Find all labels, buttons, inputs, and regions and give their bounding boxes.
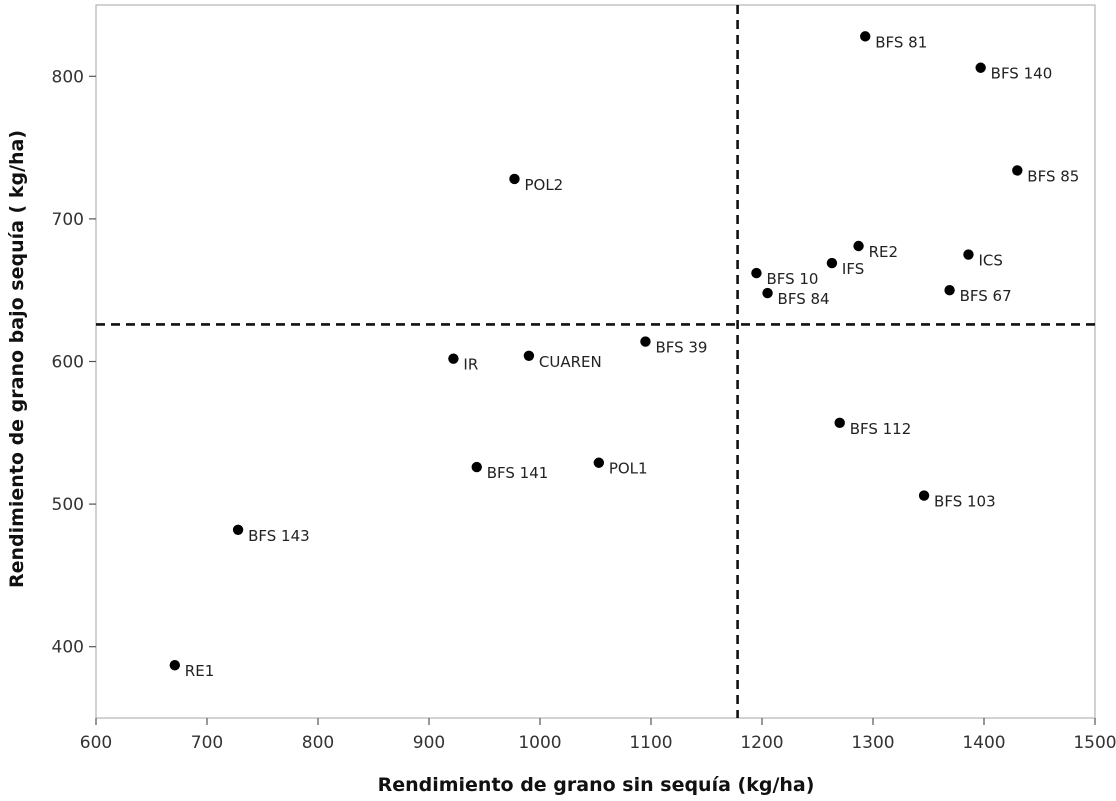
- x-tick-label: 1400: [962, 733, 1005, 753]
- reference-lines: [96, 5, 1095, 718]
- x-axis-title: Rendimiento de grano sin sequía (kg/ha): [378, 774, 815, 796]
- x-tick-label: 1300: [851, 733, 894, 753]
- x-tick-label: 800: [302, 733, 334, 753]
- x-axis: 600 700 800 900 1000 1100 1200 1300 1400 1500: [80, 718, 1116, 753]
- point-label: BFS 10: [766, 270, 818, 288]
- point-label: BFS 39: [655, 339, 707, 357]
- y-tick-label: 500: [52, 495, 84, 515]
- data-points: BFS 81 BFS 140 BFS 85 POL2 RE2 ICS IFS BFS 10 BF…: [169, 31, 1079, 680]
- data-point: [448, 353, 459, 364]
- data-point: [169, 660, 181, 671]
- point-label: BFS 140: [991, 65, 1053, 83]
- point-label: BFS 67: [960, 287, 1012, 305]
- y-tick-label: 700: [52, 210, 84, 230]
- point-label: BFS 141: [487, 464, 549, 482]
- y-tick-label: 800: [52, 67, 84, 87]
- point-label: BFS 85: [1027, 167, 1079, 185]
- data-point: [975, 62, 986, 73]
- point-label: BFS 84: [778, 290, 830, 308]
- data-point: [834, 417, 845, 429]
- point-label: CUAREN: [539, 353, 602, 371]
- x-tick-label: 700: [191, 733, 223, 753]
- point-label: POL1: [609, 460, 648, 478]
- x-tick-label: 900: [413, 733, 445, 753]
- data-point: [860, 31, 871, 42]
- point-label: BFS 112: [850, 420, 912, 438]
- data-point: [509, 173, 520, 185]
- x-tick-label: 1100: [629, 733, 672, 753]
- point-label: BFS 81: [875, 33, 927, 51]
- x-tick-label: 600: [80, 733, 112, 753]
- data-point: [853, 240, 864, 252]
- point-label: ICS: [978, 252, 1002, 270]
- y-axis-title: Rendimiento de grano bajo sequía ( kg/ha…: [6, 130, 28, 588]
- point-label: RE1: [185, 662, 214, 680]
- y-tick-label: 400: [52, 638, 84, 658]
- y-axis: 400 500 600 700 800: [52, 67, 96, 658]
- x-tick-label: 1500: [1073, 733, 1116, 753]
- data-point: [762, 287, 773, 299]
- point-label: IR: [463, 356, 478, 374]
- x-tick-label: 1200: [740, 733, 783, 753]
- data-point: [232, 524, 244, 535]
- point-label: BFS 103: [934, 493, 996, 511]
- point-label: BFS 143: [248, 527, 310, 545]
- point-label: IFS: [842, 260, 864, 278]
- data-point: [1012, 165, 1023, 176]
- y-tick-label: 600: [52, 353, 84, 373]
- point-label: POL2: [524, 176, 563, 194]
- x-tick-label: 1000: [518, 733, 561, 753]
- data-point: [944, 285, 955, 296]
- data-point: [826, 257, 838, 269]
- data-point: [593, 457, 605, 468]
- data-point: [963, 249, 974, 260]
- data-point: [523, 350, 535, 361]
- data-point: [640, 336, 651, 347]
- point-label: RE2: [869, 243, 898, 261]
- data-point: [471, 461, 482, 473]
- data-point: [751, 267, 762, 279]
- data-point: [918, 490, 930, 501]
